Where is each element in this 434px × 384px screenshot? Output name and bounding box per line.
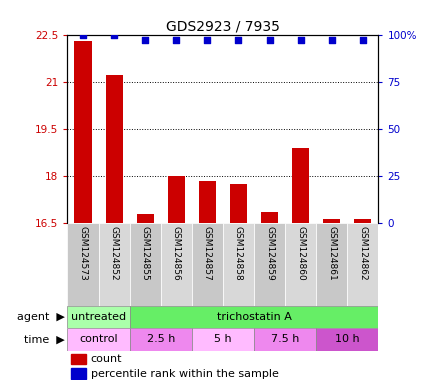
Bar — [316, 223, 347, 306]
Bar — [346, 223, 378, 306]
Text: GSM124860: GSM124860 — [296, 226, 305, 280]
Bar — [129, 223, 161, 306]
Text: GSM124852: GSM124852 — [109, 226, 118, 280]
Text: agent  ▶: agent ▶ — [17, 312, 65, 322]
Point — [266, 37, 273, 43]
Bar — [129, 328, 191, 351]
Bar — [191, 328, 253, 351]
Point — [141, 37, 148, 43]
Bar — [67, 328, 129, 351]
Bar — [67, 306, 129, 328]
Bar — [222, 223, 253, 306]
Bar — [260, 212, 277, 223]
Text: 7.5 h: 7.5 h — [270, 334, 299, 344]
Text: GSM124856: GSM124856 — [171, 226, 181, 280]
Text: 5 h: 5 h — [214, 334, 231, 344]
Text: trichostatin A: trichostatin A — [216, 312, 291, 322]
Bar — [292, 148, 309, 223]
Bar — [67, 223, 98, 306]
Bar — [136, 214, 153, 223]
Text: GSM124857: GSM124857 — [202, 226, 211, 280]
Point — [110, 31, 117, 38]
Bar — [191, 223, 223, 306]
Point — [234, 37, 241, 43]
Text: GSM124855: GSM124855 — [140, 226, 149, 280]
Bar — [198, 181, 215, 223]
Bar — [316, 328, 378, 351]
Text: GSM124861: GSM124861 — [326, 226, 335, 280]
Bar — [70, 354, 86, 364]
Text: percentile rank within the sample: percentile rank within the sample — [91, 369, 278, 379]
Bar — [74, 41, 91, 223]
Text: count: count — [91, 354, 122, 364]
Text: 2.5 h: 2.5 h — [146, 334, 174, 344]
Bar — [168, 176, 184, 223]
Title: GDS2923 / 7935: GDS2923 / 7935 — [166, 20, 279, 33]
Bar — [322, 218, 339, 223]
Point — [296, 37, 303, 43]
Point — [328, 37, 335, 43]
Text: untreated: untreated — [71, 312, 126, 322]
Text: time  ▶: time ▶ — [24, 334, 65, 344]
Point — [358, 37, 365, 43]
Text: 10 h: 10 h — [334, 334, 359, 344]
Point — [172, 37, 179, 43]
Bar — [129, 306, 378, 328]
Point — [79, 31, 86, 38]
Bar — [354, 218, 371, 223]
Point — [204, 37, 210, 43]
Bar — [253, 328, 316, 351]
Text: control: control — [79, 334, 118, 344]
Text: GSM124862: GSM124862 — [358, 226, 367, 280]
Bar — [161, 223, 191, 306]
Bar — [70, 368, 86, 379]
Text: GSM124859: GSM124859 — [264, 226, 273, 280]
Bar — [98, 223, 129, 306]
Bar — [253, 223, 285, 306]
Bar — [285, 223, 316, 306]
Bar — [105, 75, 122, 223]
Bar — [230, 184, 247, 223]
Text: GSM124573: GSM124573 — [78, 226, 87, 280]
Text: GSM124858: GSM124858 — [233, 226, 243, 280]
